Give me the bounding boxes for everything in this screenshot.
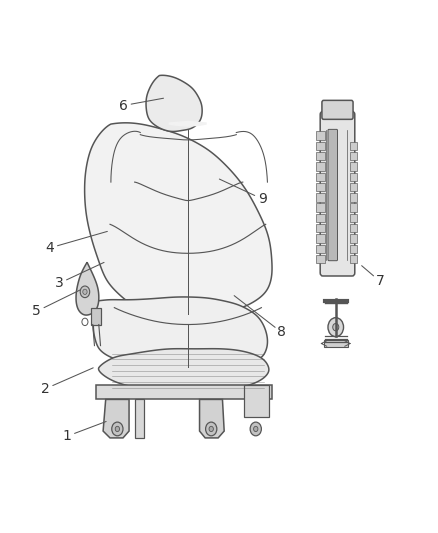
FancyBboxPatch shape bbox=[350, 255, 357, 263]
Polygon shape bbox=[169, 122, 206, 126]
FancyBboxPatch shape bbox=[350, 245, 357, 253]
FancyBboxPatch shape bbox=[96, 385, 272, 399]
Circle shape bbox=[333, 324, 339, 331]
FancyBboxPatch shape bbox=[316, 245, 325, 253]
FancyBboxPatch shape bbox=[320, 111, 355, 276]
Circle shape bbox=[254, 426, 258, 432]
FancyBboxPatch shape bbox=[350, 235, 357, 243]
FancyBboxPatch shape bbox=[350, 193, 357, 201]
Polygon shape bbox=[76, 262, 99, 315]
FancyBboxPatch shape bbox=[316, 255, 325, 263]
FancyBboxPatch shape bbox=[350, 204, 357, 212]
FancyBboxPatch shape bbox=[316, 204, 325, 212]
FancyBboxPatch shape bbox=[350, 173, 357, 181]
FancyBboxPatch shape bbox=[316, 214, 325, 222]
Circle shape bbox=[80, 286, 90, 297]
Text: 6: 6 bbox=[119, 99, 127, 112]
Circle shape bbox=[83, 289, 87, 294]
FancyBboxPatch shape bbox=[350, 142, 357, 150]
Circle shape bbox=[112, 422, 123, 436]
FancyBboxPatch shape bbox=[350, 163, 357, 171]
FancyBboxPatch shape bbox=[316, 132, 325, 140]
Polygon shape bbox=[99, 349, 269, 393]
FancyBboxPatch shape bbox=[328, 130, 338, 261]
Polygon shape bbox=[146, 75, 202, 132]
FancyBboxPatch shape bbox=[350, 214, 357, 222]
Text: 9: 9 bbox=[258, 192, 267, 206]
Polygon shape bbox=[103, 399, 129, 438]
Circle shape bbox=[209, 426, 213, 432]
Text: 5: 5 bbox=[32, 304, 41, 318]
Text: 7: 7 bbox=[375, 274, 384, 288]
FancyBboxPatch shape bbox=[350, 224, 357, 232]
Text: 1: 1 bbox=[62, 430, 71, 443]
Circle shape bbox=[250, 422, 261, 436]
FancyBboxPatch shape bbox=[91, 308, 101, 325]
Circle shape bbox=[205, 422, 217, 436]
FancyBboxPatch shape bbox=[316, 163, 325, 171]
FancyBboxPatch shape bbox=[244, 385, 269, 417]
FancyBboxPatch shape bbox=[350, 183, 357, 191]
FancyBboxPatch shape bbox=[322, 100, 353, 119]
FancyBboxPatch shape bbox=[316, 152, 325, 160]
Polygon shape bbox=[200, 399, 224, 438]
Text: 3: 3 bbox=[55, 277, 64, 290]
FancyBboxPatch shape bbox=[316, 173, 325, 181]
FancyBboxPatch shape bbox=[316, 235, 325, 243]
FancyBboxPatch shape bbox=[134, 399, 144, 438]
FancyBboxPatch shape bbox=[324, 341, 348, 346]
Circle shape bbox=[115, 426, 120, 432]
Circle shape bbox=[328, 318, 343, 337]
FancyBboxPatch shape bbox=[316, 183, 325, 191]
FancyBboxPatch shape bbox=[316, 142, 325, 150]
Text: 8: 8 bbox=[277, 326, 286, 340]
FancyBboxPatch shape bbox=[316, 193, 325, 201]
Text: 2: 2 bbox=[41, 382, 49, 396]
Polygon shape bbox=[85, 123, 272, 315]
Polygon shape bbox=[93, 297, 268, 368]
FancyBboxPatch shape bbox=[316, 224, 325, 232]
FancyBboxPatch shape bbox=[350, 152, 357, 160]
Text: 4: 4 bbox=[45, 241, 54, 255]
